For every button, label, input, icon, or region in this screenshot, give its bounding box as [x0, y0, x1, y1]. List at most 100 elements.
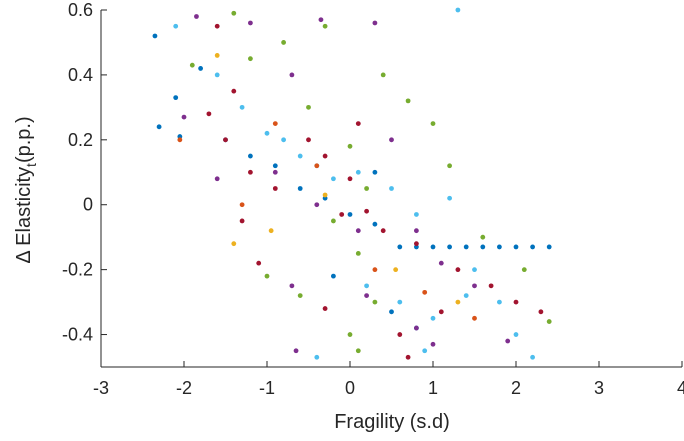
point [194, 14, 199, 19]
point [455, 267, 461, 273]
point [306, 104, 311, 110]
point [347, 143, 353, 149]
point [546, 244, 552, 250]
x-axis-label: Fragility (s.d) [334, 411, 450, 433]
y-axis-label: Δ Elasticityt(p.p.) [13, 116, 39, 263]
point [214, 176, 220, 182]
y-tick-label: 0 [83, 195, 93, 215]
point [472, 315, 477, 321]
point [364, 283, 369, 289]
point [372, 221, 378, 227]
x-tick-label: 0 [345, 378, 355, 398]
point [380, 228, 386, 234]
point [306, 137, 311, 143]
point [268, 228, 274, 234]
point [248, 56, 253, 62]
point [389, 309, 394, 315]
y-tick-label: 0.4 [68, 65, 93, 85]
point [393, 267, 399, 273]
x-tick-label: -2 [176, 378, 192, 398]
point [239, 218, 245, 224]
point [297, 293, 303, 298]
point [355, 348, 361, 354]
point [414, 212, 419, 217]
point [281, 40, 286, 45]
point [447, 163, 452, 169]
point [414, 325, 419, 331]
point [322, 153, 328, 159]
point [272, 163, 278, 169]
x-tick-label: -3 [93, 378, 109, 398]
point [239, 104, 245, 110]
point [347, 332, 353, 337]
point [422, 348, 428, 354]
point [198, 66, 204, 71]
point [513, 332, 519, 337]
point [173, 95, 179, 101]
point [256, 260, 262, 266]
point [480, 234, 486, 240]
point [364, 186, 369, 191]
point [355, 169, 361, 175]
point [546, 319, 552, 324]
point [214, 23, 220, 29]
point [438, 309, 444, 315]
point [472, 267, 477, 273]
point [422, 289, 428, 295]
point [264, 273, 270, 279]
point [447, 244, 452, 250]
point [430, 121, 436, 126]
point [289, 72, 295, 78]
y-tick-label: -0.2 [62, 260, 93, 280]
point [389, 186, 394, 191]
y-label-subscript: t [23, 163, 39, 167]
point [223, 137, 228, 143]
point [372, 267, 378, 273]
point [513, 299, 519, 305]
x-tick-label: 4 [677, 378, 684, 398]
point [372, 299, 378, 305]
point [231, 88, 237, 94]
point [455, 7, 461, 13]
point [239, 202, 245, 208]
point [272, 121, 278, 126]
point [297, 186, 303, 191]
point [264, 130, 270, 136]
point [488, 283, 494, 289]
point [430, 341, 436, 347]
point [318, 17, 324, 23]
point [530, 244, 535, 250]
point [355, 251, 361, 256]
point [347, 176, 353, 182]
point [389, 137, 394, 143]
point [355, 228, 361, 234]
point [505, 338, 511, 344]
point [480, 244, 486, 250]
point [206, 111, 212, 117]
point [214, 72, 220, 78]
point [364, 293, 369, 298]
point [397, 332, 403, 337]
y-label-suffix: (p.p.) [13, 116, 35, 163]
point [331, 176, 336, 182]
point [248, 169, 253, 175]
point [314, 354, 320, 360]
y-tick-label: 0.6 [68, 0, 93, 20]
point [364, 208, 369, 214]
x-tick-label: 1 [428, 378, 438, 398]
point [538, 309, 544, 315]
point [231, 10, 237, 16]
point [189, 62, 195, 68]
point [405, 354, 411, 360]
point [331, 273, 336, 279]
point [231, 241, 237, 247]
point [414, 241, 419, 247]
point [405, 98, 411, 104]
point [272, 169, 278, 175]
point [289, 283, 295, 289]
point [430, 315, 436, 321]
point [281, 137, 286, 143]
point [447, 195, 452, 201]
point [438, 260, 444, 266]
